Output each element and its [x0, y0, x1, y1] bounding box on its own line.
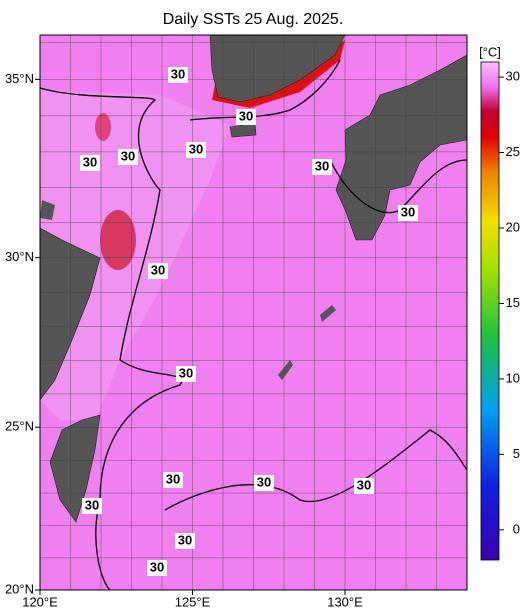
land: [40, 200, 55, 220]
contour-label-box: [186, 142, 206, 158]
contour-label-box: [254, 475, 274, 491]
x-tick-label: 130°E: [327, 594, 363, 609]
contour-label-box: [175, 533, 195, 549]
contour-label-box: [398, 205, 418, 221]
colorbar-tick-label: 20: [506, 219, 520, 234]
x-tick-label: 120°E: [22, 594, 58, 609]
land: [209, 35, 346, 103]
warm-anomaly: [95, 113, 111, 141]
colorbar-label: [°C]: [479, 44, 501, 59]
contour-label-box: [80, 155, 100, 171]
contour-label-box: [354, 478, 374, 494]
map-area: [40, 35, 467, 590]
colorbar-tick-label: 15: [506, 295, 520, 310]
land: [49, 414, 101, 523]
contour-label: 30: [179, 365, 193, 380]
map-frame: [39, 34, 468, 591]
contour-label: 30: [401, 204, 415, 219]
contour-line: [189, 59, 341, 121]
contour-label: 30: [150, 559, 164, 574]
colorbar-tick-label: 30: [506, 69, 520, 84]
grid: [40, 35, 467, 590]
cooler-water: [40, 90, 230, 420]
contour-label: 30: [178, 532, 192, 547]
contour-label: 30: [239, 108, 253, 123]
contour-label-box: [236, 109, 256, 125]
contour-label: 30: [121, 148, 135, 163]
colorbar-tick-label: 0: [513, 521, 520, 536]
contour-label-box: [82, 498, 102, 514]
contour-label-box: [118, 149, 138, 165]
contour-label-box: [168, 67, 188, 83]
contour-label-box: [147, 560, 167, 576]
land: [40, 227, 101, 401]
contour-label: 30: [85, 497, 99, 512]
contour-label: 30: [166, 471, 180, 486]
colorbar: [480, 61, 500, 561]
contour-label: 30: [357, 477, 371, 492]
contour-label-box: [312, 159, 332, 175]
y-tick-label: 35°N: [5, 71, 34, 86]
y-tick-label: 30°N: [5, 249, 34, 264]
contour-label: 30: [171, 66, 185, 81]
contour-label-box: [176, 366, 196, 382]
contour-label-box: [163, 472, 183, 488]
contour-label-box: [148, 263, 168, 279]
contour-label: 30: [257, 474, 271, 489]
contour-label: 30: [83, 154, 97, 169]
contour-line: [164, 429, 467, 511]
colorbar-tick-label: 5: [513, 446, 520, 461]
y-tick-label: 25°N: [5, 419, 34, 434]
land: [335, 54, 467, 241]
warm-anomaly: [100, 210, 136, 270]
contour-label: 30: [189, 141, 203, 156]
contour-label: 30: [151, 262, 165, 277]
x-tick-label: 125°E: [175, 594, 211, 609]
y-tick-label: 20°N: [5, 581, 34, 596]
colorbar-tick-label: 25: [506, 144, 520, 159]
contour-label: 30: [315, 158, 329, 173]
colorbar-tick-label: 10: [506, 370, 520, 385]
map-title: Daily SSTs 25 Aug. 2025.: [163, 11, 344, 28]
